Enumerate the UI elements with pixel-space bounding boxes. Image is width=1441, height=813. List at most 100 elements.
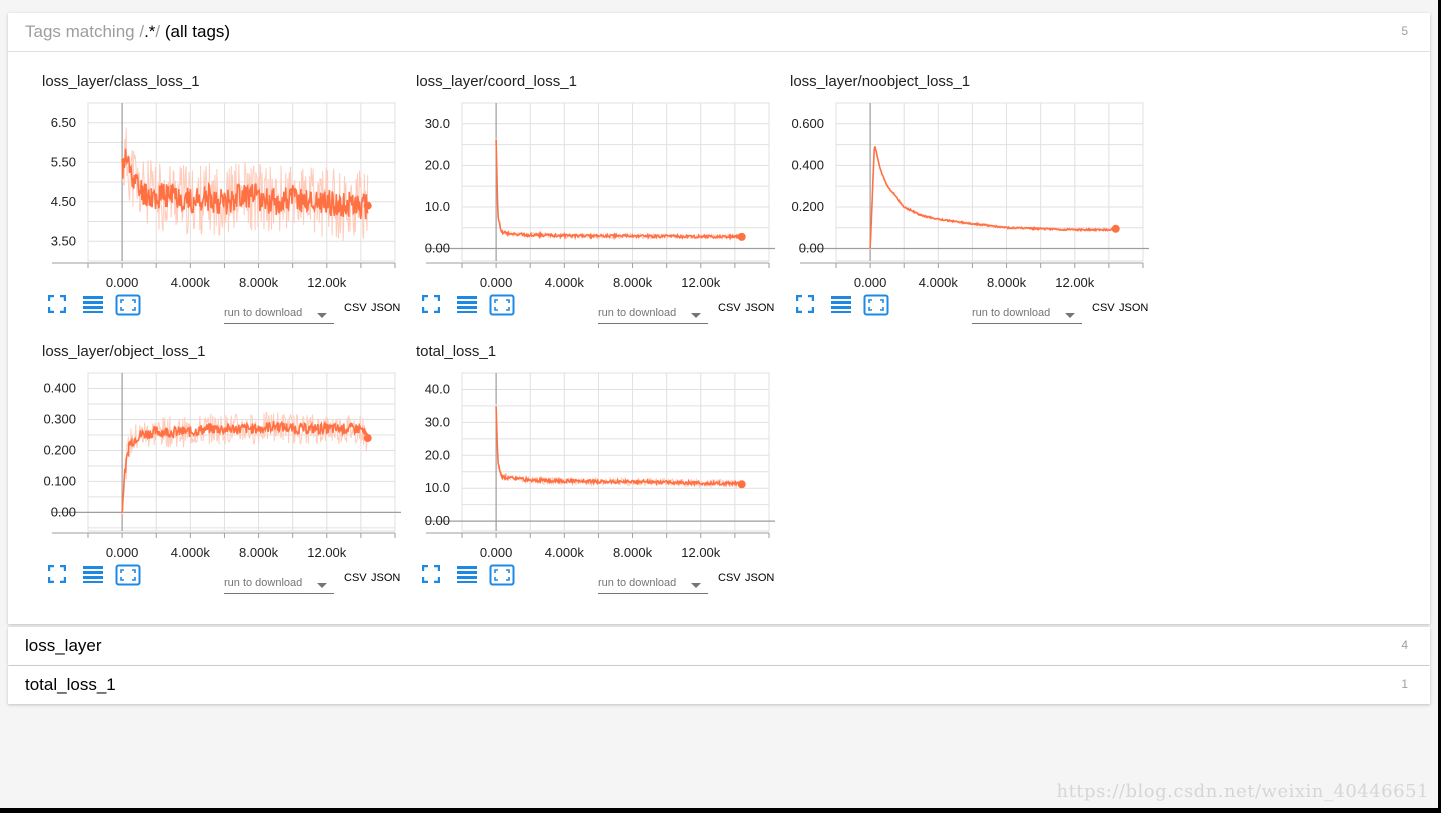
x-tick-label: 12.00k — [307, 275, 347, 290]
run-select-placeholder: run to download — [224, 307, 303, 319]
json-download-link[interactable]: JSON — [745, 302, 775, 314]
chevron-down-icon — [317, 313, 327, 318]
tag-category-all: Tags matching / .* / (all tags) 5 loss_lay… — [8, 13, 1430, 624]
y-tick-label: 40.0 — [425, 381, 450, 396]
chevron-down-icon — [1065, 313, 1075, 318]
line-chart: 0.000 4.000k 8.000k 12.00k 3.50 4.50 5.50 6.50 — [51, 102, 396, 290]
chart-title: loss_layer/coord_loss_1 — [416, 73, 577, 90]
fullscreen-icon[interactable] — [48, 295, 66, 313]
smoothed-series-line — [495, 139, 743, 241]
smoothed-series-line — [121, 148, 369, 220]
card-toolbar: run to download CSV JSON — [790, 294, 1150, 335]
x-tick-label: 8.000k — [613, 275, 653, 290]
x-tick-label: 8.000k — [613, 545, 653, 560]
json-download-link[interactable]: JSON — [371, 572, 401, 584]
x-tick-label: 0.000 — [854, 275, 887, 290]
json-download-link[interactable]: JSON — [1119, 302, 1149, 314]
y-tick-label: 3.50 — [51, 233, 76, 248]
scalar-card: loss_layer/class_loss_1 0.000 4.000k 8.000k… — [42, 73, 402, 333]
card-toolbar: run to download CSV JSON — [416, 564, 776, 605]
fit-domain-icon[interactable] — [863, 294, 889, 316]
y-tick-label: 0.00 — [799, 241, 824, 256]
toggle-log-scale-icon[interactable] — [456, 295, 478, 313]
toggle-log-scale-icon[interactable] — [82, 565, 104, 583]
x-tick-label: 0.000 — [480, 275, 513, 290]
raw-series-line — [869, 146, 1117, 250]
fit-domain-icon[interactable] — [115, 564, 141, 586]
y-tick-label: 5.50 — [51, 154, 76, 169]
category-count: 4 — [1401, 638, 1408, 652]
x-tick-label: 4.000k — [545, 545, 585, 560]
y-tick-label: 20.0 — [425, 157, 450, 172]
x-tick-label: 4.000k — [171, 275, 211, 290]
y-tick-label: 30.0 — [425, 116, 450, 131]
toggle-log-scale-icon[interactable] — [456, 565, 478, 583]
csv-download-link[interactable]: CSV — [344, 302, 367, 314]
x-tick-label: 12.00k — [307, 545, 347, 560]
x-tick-label: 0.000 — [106, 275, 139, 290]
fit-domain-icon[interactable] — [489, 564, 515, 586]
fullscreen-icon[interactable] — [796, 295, 814, 313]
last-point-marker — [1111, 224, 1120, 233]
toggle-log-scale-icon[interactable] — [82, 295, 104, 313]
tag-category-total-loss[interactable]: total_loss_1 1 — [8, 666, 1430, 704]
fullscreen-icon[interactable] — [48, 565, 66, 583]
tag-filter-suffix: / — [155, 22, 161, 41]
last-point-marker — [737, 480, 746, 489]
line-chart: 0.000 4.000k 8.000k 12.00k 0.00 0.200 0.400 0.6… — [791, 102, 1149, 290]
category-header[interactable]: loss_layer 4 — [8, 627, 1430, 665]
y-tick-label: 0.400 — [43, 380, 76, 395]
x-tick-label: 12.00k — [1055, 275, 1095, 290]
category-count: 1 — [1401, 677, 1408, 691]
y-tick-label: 0.300 — [43, 411, 76, 426]
x-tick-label: 8.000k — [239, 545, 279, 560]
plot-frame — [87, 372, 396, 532]
tag-category-loss-layer[interactable]: loss_layer 4 — [8, 627, 1430, 665]
fit-domain-icon[interactable] — [489, 294, 515, 316]
card-toolbar: run to download CSV JSON — [416, 294, 776, 335]
json-download-link[interactable]: JSON — [745, 572, 775, 584]
csv-download-link[interactable]: CSV — [1092, 302, 1115, 314]
y-tick-label: 6.50 — [51, 115, 76, 130]
run-select-placeholder: run to download — [598, 307, 677, 319]
raw-series-line — [495, 403, 743, 490]
scalar-card: total_loss_1 0.000 4.000k 8.000k 12.00k 0.00 1… — [416, 343, 776, 603]
y-tick-label: 0.00 — [425, 241, 450, 256]
chart-title: loss_layer/noobject_loss_1 — [790, 73, 971, 90]
y-tick-label: 30.0 — [425, 414, 450, 429]
plot-frame — [835, 102, 1144, 262]
x-tick-label: 4.000k — [919, 275, 959, 290]
category-header[interactable]: total_loss_1 1 — [8, 666, 1430, 704]
fullscreen-icon[interactable] — [422, 295, 440, 313]
run-download-select[interactable]: run to download — [224, 303, 334, 324]
csv-download-link[interactable]: CSV — [718, 302, 741, 314]
run-download-select[interactable]: run to download — [598, 303, 708, 324]
smoothed-series-line — [121, 420, 368, 513]
scalar-card: loss_layer/object_loss_1 0.000 4.000k 8.000… — [42, 343, 402, 603]
last-point-marker — [363, 201, 372, 210]
chart-title: loss_layer/class_loss_1 — [42, 73, 200, 90]
last-point-marker — [363, 434, 372, 443]
run-download-select[interactable]: run to download — [972, 303, 1082, 324]
tag-filter-pattern: .* — [144, 22, 156, 41]
run-download-select[interactable]: run to download — [598, 573, 708, 594]
category-header[interactable]: Tags matching / .* / (all tags) 5 — [8, 13, 1430, 52]
run-download-select[interactable]: run to download — [224, 573, 334, 594]
x-tick-label: 4.000k — [545, 275, 585, 290]
y-tick-label: 20.0 — [425, 447, 450, 462]
csv-download-link[interactable]: CSV — [344, 572, 367, 584]
x-tick-label: 0.000 — [480, 545, 513, 560]
y-tick-label: 0.400 — [791, 157, 824, 172]
chevron-down-icon — [317, 583, 327, 588]
y-tick-label: 10.0 — [425, 480, 450, 495]
line-chart: 0.000 4.000k 8.000k 12.00k 0.00 0.100 0.200 0.3… — [43, 372, 401, 560]
run-select-placeholder: run to download — [224, 577, 303, 589]
watermark: https://blog.csdn.net/weixin_40446651 — [1056, 781, 1429, 802]
csv-download-link[interactable]: CSV — [718, 572, 741, 584]
fit-domain-icon[interactable] — [115, 294, 141, 316]
fullscreen-icon[interactable] — [422, 565, 440, 583]
x-tick-label: 0.000 — [106, 545, 139, 560]
plot-frame — [461, 372, 770, 532]
toggle-log-scale-icon[interactable] — [830, 295, 852, 313]
json-download-link[interactable]: JSON — [371, 302, 401, 314]
